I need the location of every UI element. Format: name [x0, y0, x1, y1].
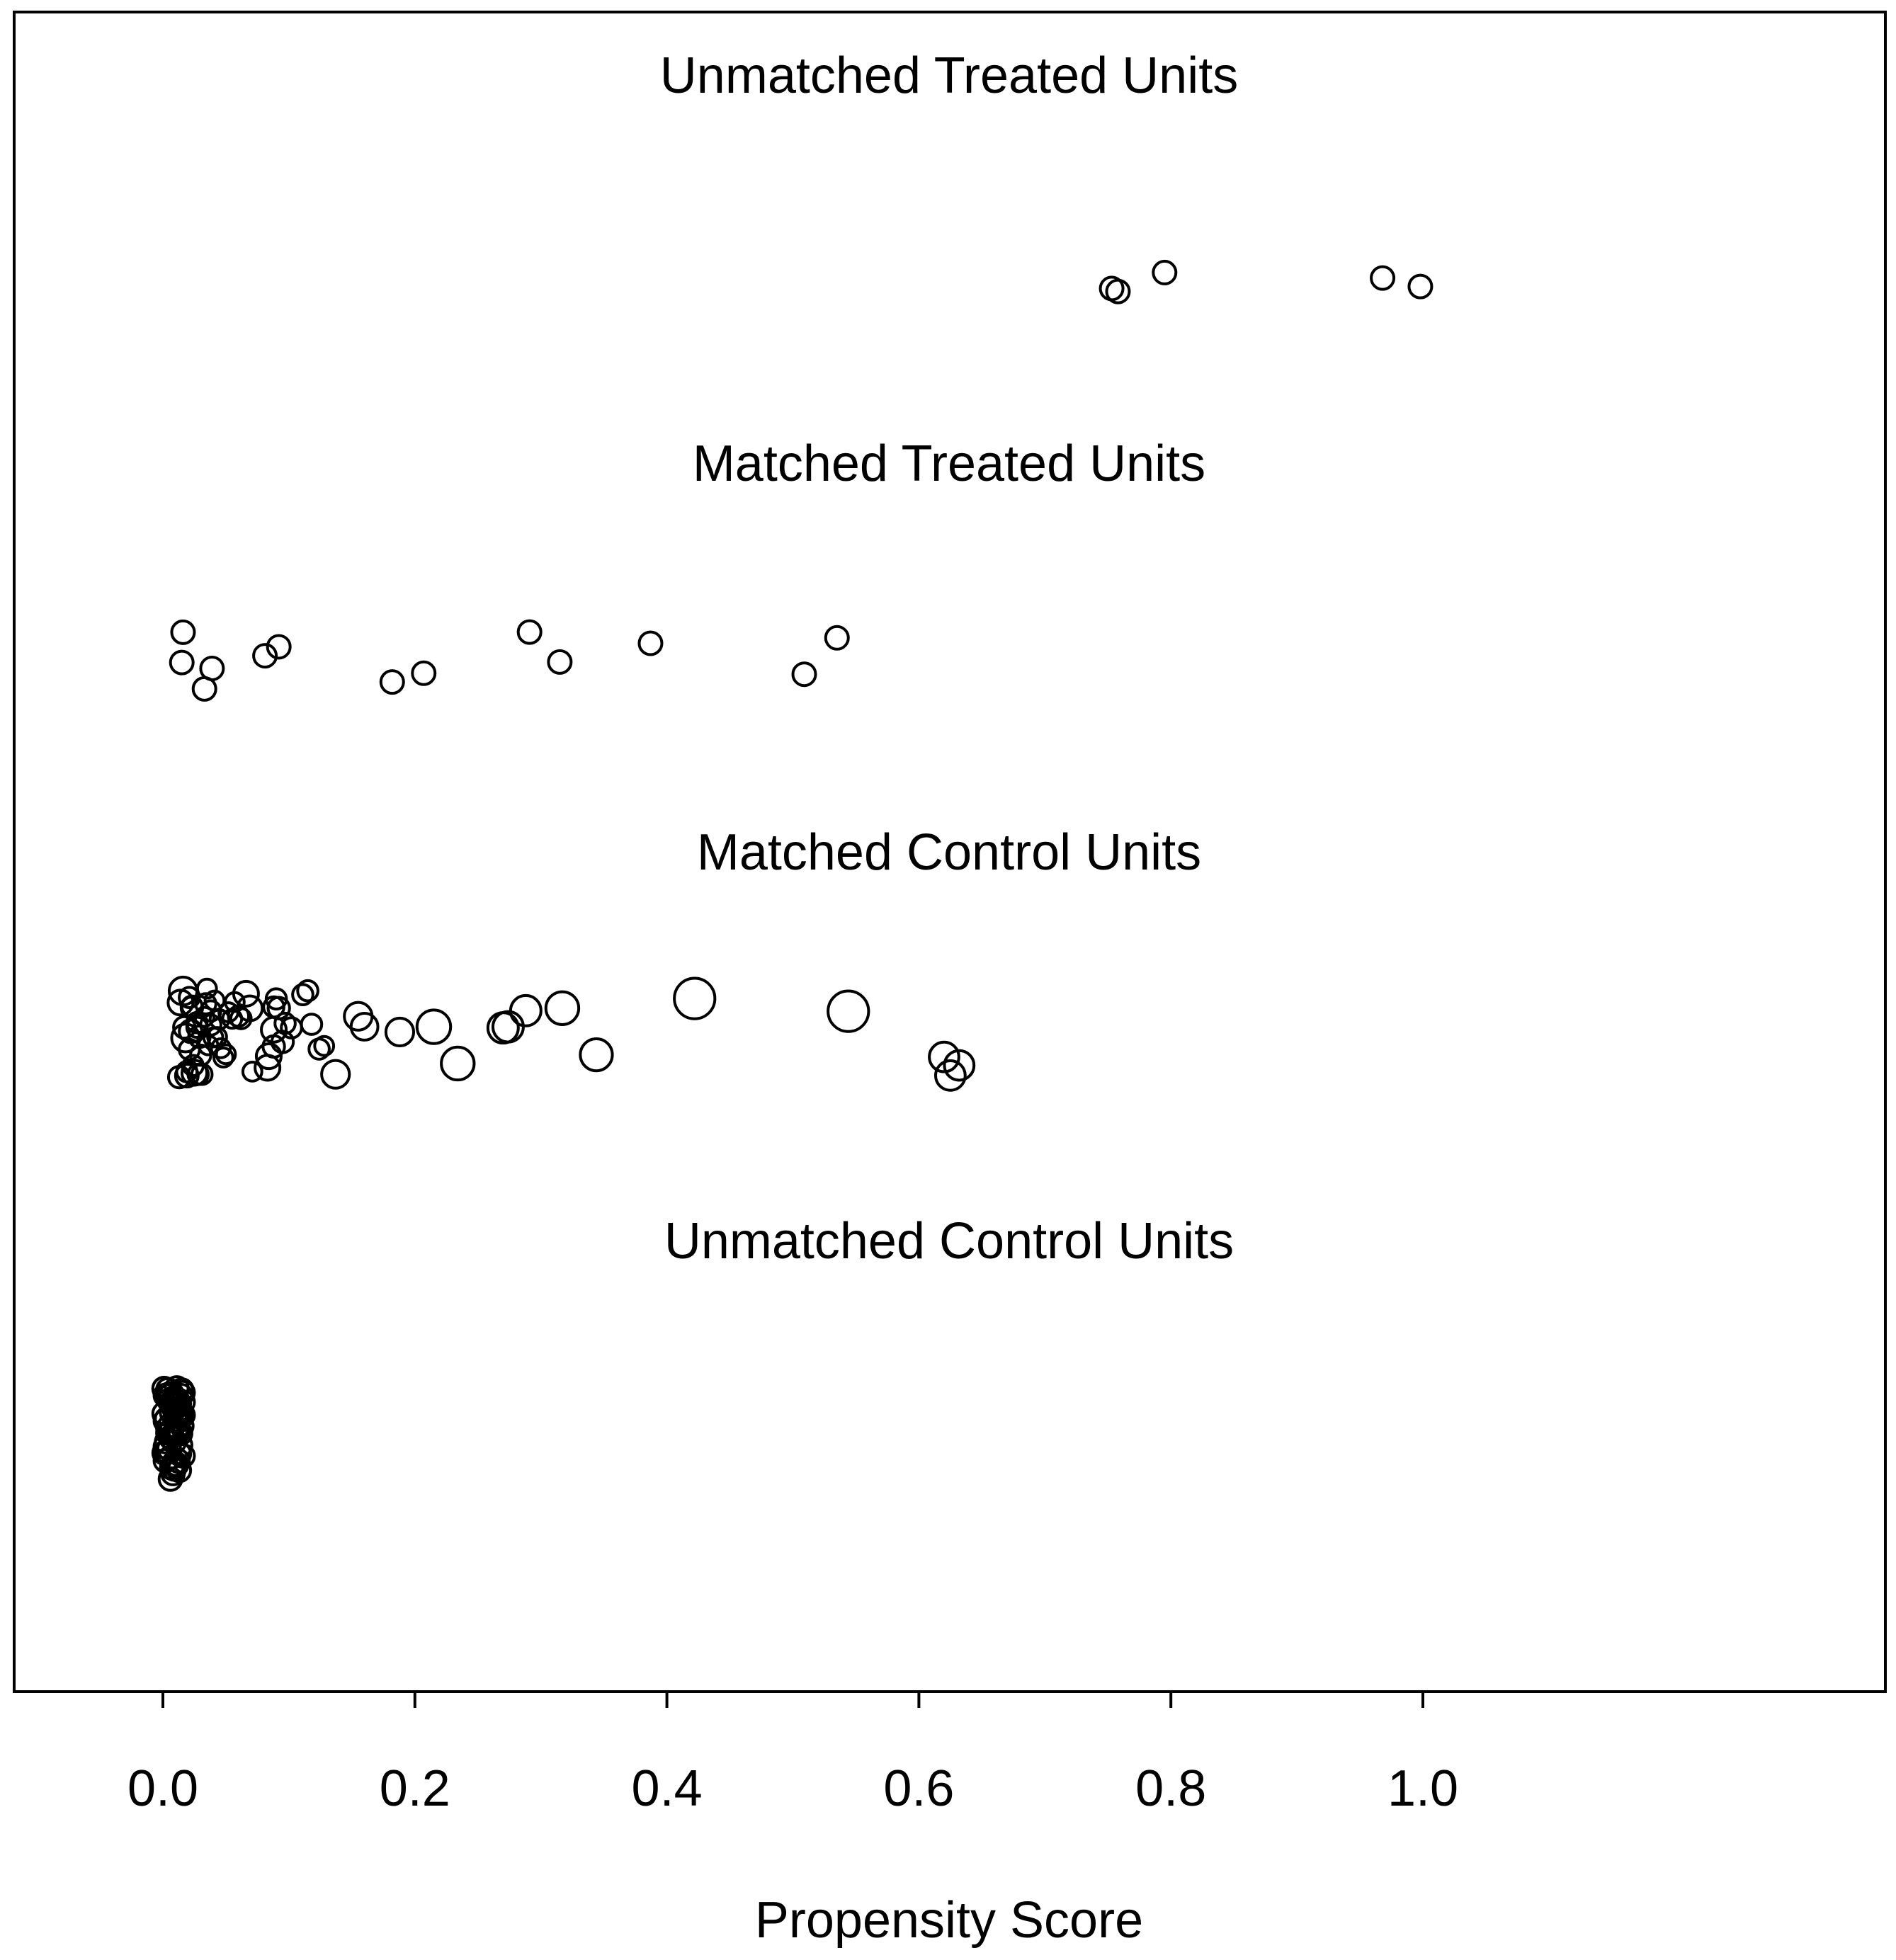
- point-matched-control-units: [415, 1008, 453, 1045]
- point-unmatched-control-units: [152, 1447, 178, 1474]
- x-tick-label: 0.6: [883, 1760, 954, 1817]
- point-unmatched-control-units: [169, 1403, 195, 1429]
- point-unmatched-treated-units: [1407, 273, 1434, 300]
- x-tick-label: 0.4: [632, 1760, 703, 1817]
- point-matched-control-units: [229, 1007, 253, 1030]
- points-layer: [151, 259, 1434, 1492]
- group-label-unmatched-control: Unmatched Control Units: [664, 1213, 1234, 1270]
- point-matched-control-units: [195, 977, 218, 1000]
- point-matched-treated-units: [411, 660, 437, 686]
- point-matched-control-units: [827, 989, 870, 1033]
- point-matched-treated-units: [547, 649, 573, 675]
- point-matched-control-units: [210, 1037, 232, 1059]
- point-matched-control-units: [185, 1010, 209, 1035]
- point-unmatched-control-units: [161, 1456, 188, 1482]
- point-matched-control-units: [291, 983, 314, 1007]
- point-matched-treated-units: [791, 661, 817, 688]
- point-unmatched-control-units: [166, 1441, 193, 1467]
- group-label-matched-control: Matched Control Units: [697, 824, 1201, 881]
- point-matched-control-units: [186, 1063, 210, 1086]
- x-axis-label: Propensity Score: [755, 1892, 1143, 1949]
- point-unmatched-control-units: [152, 1434, 178, 1460]
- point-matched-control-units: [215, 1043, 237, 1066]
- point-matched-control-units: [313, 1035, 336, 1057]
- point-matched-treated-units: [824, 625, 850, 651]
- group-label-unmatched-treated: Unmatched Treated Units: [660, 47, 1238, 104]
- point-matched-control-units: [509, 993, 543, 1027]
- point-matched-treated-units: [169, 649, 195, 676]
- point-matched-control-units: [296, 979, 319, 1003]
- point-matched-control-units: [943, 1049, 976, 1082]
- point-matched-control-units: [928, 1040, 960, 1073]
- x-tick-label: 0.2: [380, 1760, 450, 1817]
- point-matched-control-units: [254, 1042, 283, 1071]
- point-matched-control-units: [579, 1037, 614, 1073]
- group-label-matched-treated: Matched Treated Units: [693, 435, 1205, 492]
- point-matched-control-units: [212, 1047, 234, 1069]
- point-matched-control-units: [320, 1059, 351, 1090]
- point-matched-treated-units: [637, 630, 664, 656]
- point-matched-control-units: [261, 1034, 286, 1059]
- point-matched-control-units: [300, 1013, 324, 1036]
- point-matched-control-units: [544, 990, 581, 1026]
- point-matched-control-units: [673, 976, 717, 1020]
- point-matched-control-units: [384, 1016, 416, 1048]
- point-matched-treated-units: [170, 619, 196, 645]
- x-tick-label: 1.0: [1387, 1760, 1458, 1817]
- point-unmatched-treated-units: [1105, 278, 1131, 304]
- point-unmatched-treated-units: [1152, 259, 1178, 285]
- point-matched-treated-units: [379, 669, 405, 695]
- point-unmatched-control-units: [165, 1408, 191, 1434]
- point-matched-control-units: [236, 994, 264, 1022]
- point-matched-control-units: [232, 979, 260, 1008]
- point-matched-control-units: [199, 999, 222, 1022]
- point-matched-control-units: [178, 1037, 201, 1061]
- point-matched-control-units: [175, 1060, 199, 1083]
- point-matched-treated-units: [266, 634, 292, 660]
- point-matched-control-units: [349, 1012, 380, 1042]
- point-unmatched-treated-units: [1370, 265, 1396, 291]
- point-matched-control-units: [241, 1061, 263, 1083]
- point-matched-treated-units: [516, 619, 543, 645]
- point-matched-control-units: [273, 1011, 297, 1035]
- x-axis-ticks: 0.0 0.2 0.4 0.6 0.8 1.0: [127, 1692, 1458, 1817]
- point-matched-treated-units: [199, 655, 225, 681]
- point-matched-control-units: [262, 995, 285, 1019]
- x-tick-label: 0.8: [1135, 1760, 1206, 1817]
- point-matched-control-units: [934, 1059, 967, 1092]
- point-matched-control-units: [440, 1045, 476, 1082]
- x-tick-label: 0.0: [127, 1760, 198, 1817]
- point-matched-treated-units: [252, 643, 278, 669]
